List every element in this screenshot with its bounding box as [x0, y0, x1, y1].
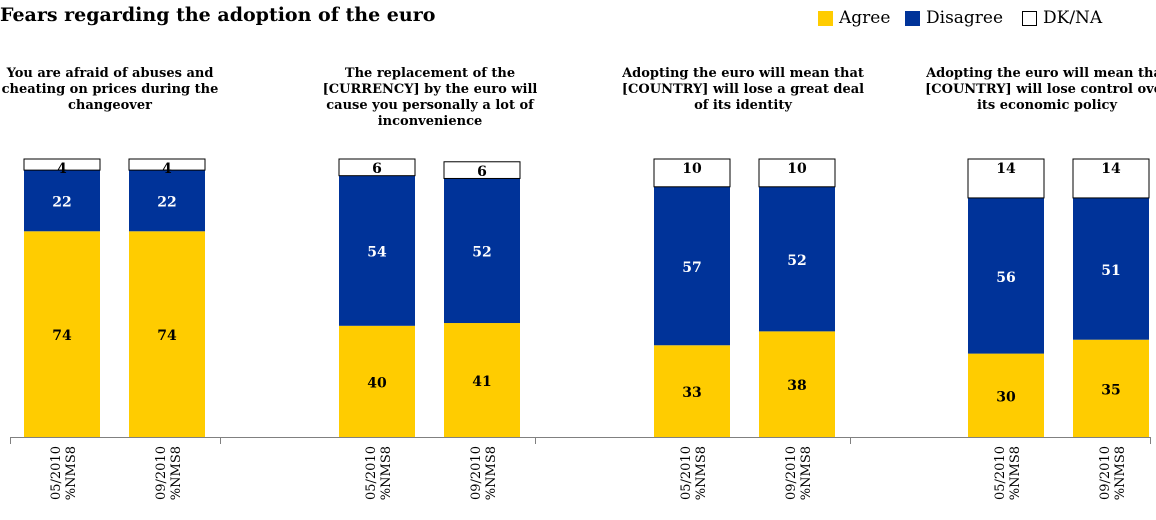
bar-disagree-g2-c1: [339, 175, 415, 326]
x-tick-label-g2-c1: 05/2010%NMS8: [364, 446, 394, 500]
x-tick-label-g2-c2: 09/2010%NMS8: [469, 446, 499, 500]
data-label-dkna-g1-c1: 4: [57, 161, 67, 177]
legend-label-dkna: DK/NA: [1043, 8, 1103, 28]
data-label-agree-g3-c1: 33: [682, 385, 701, 401]
x-tick-label-g3-c2: 09/2010%NMS8: [784, 446, 814, 500]
bar-disagree-g1-c2: [129, 170, 205, 232]
data-label-agree-g2-c2: 41: [472, 374, 491, 390]
data-label-disagree-g4-c1: 56: [996, 270, 1015, 286]
legend-swatch-disagree: [905, 10, 920, 26]
x-tick-label-g3-c1: 05/2010%NMS8: [679, 446, 709, 500]
legend-label-disagree: Disagree: [926, 8, 1004, 28]
data-label-agree-g2-c1: 40: [367, 375, 387, 391]
legend-swatch-dkna: [1022, 10, 1037, 26]
bar-dkna-g2-c1: [338, 158, 416, 177]
data-label-dkna-g3-c2: 10: [787, 161, 807, 177]
bar-disagree-g2-c2: [444, 178, 520, 324]
chart-title: Fears regarding the adoption of the euro: [0, 4, 436, 26]
data-label-dkna-g1-c2: 4: [162, 161, 172, 177]
data-label-agree-g4-c2: 35: [1101, 382, 1120, 398]
group-title-2: The replacement of the [CURRENCY] by the…: [322, 66, 538, 129]
data-label-disagree-g2-c1: 54: [367, 245, 387, 261]
bar-agree-g4-c1: [968, 353, 1044, 437]
data-label-disagree-g2-c2: 52: [472, 245, 491, 261]
group-title-4: Adopting the euro will mean that [COUNTR…: [925, 66, 1156, 113]
x-tick-label-g4-c2: 09/2010%NMS8: [1098, 446, 1128, 500]
bar-dkna-g3-c2: [758, 158, 836, 188]
data-label-agree-g4-c1: 30: [996, 389, 1016, 405]
bar-disagree-g4-c2: [1073, 197, 1149, 340]
data-label-agree-g1-c2: 74: [157, 328, 177, 344]
bar-dkna-g2-c2: [443, 161, 521, 179]
x-tick-label-g1-c1: 05/2010%NMS8: [49, 446, 79, 500]
bar-agree-g2-c2: [444, 323, 520, 437]
data-label-dkna-g3-c1: 10: [682, 161, 702, 177]
bar-agree-g1-c1: [24, 231, 100, 437]
data-label-dkna-g4-c1: 14: [996, 161, 1016, 177]
bar-dkna-g1-c1: [23, 158, 101, 171]
bar-disagree-g3-c1: [654, 186, 730, 346]
bar-disagree-g3-c2: [759, 186, 835, 332]
bar-agree-g3-c1: [654, 345, 730, 437]
data-label-disagree-g4-c2: 51: [1101, 263, 1120, 279]
legend-item-agree: Agree: [818, 8, 890, 28]
bar-dkna-g4-c2: [1072, 158, 1150, 199]
data-label-disagree-g3-c2: 52: [787, 253, 806, 269]
group-title-3: Adopting the euro will mean that [COUNTR…: [621, 66, 865, 113]
bar-agree-g2-c1: [339, 325, 415, 437]
group-title-1: You are afraid of abuses and cheating on…: [1, 66, 219, 113]
bar-dkna-g1-c2: [128, 158, 206, 171]
bar-dkna-g3-c1: [653, 158, 731, 188]
data-label-disagree-g3-c1: 57: [682, 260, 701, 276]
legend-item-dkna: DK/NA: [1022, 8, 1102, 28]
bar-agree-g4-c2: [1073, 339, 1149, 437]
data-label-agree-g1-c1: 74: [52, 328, 72, 344]
bar-disagree-g1-c1: [24, 170, 100, 232]
bar-agree-g3-c2: [759, 331, 835, 437]
legend-swatch-agree: [818, 10, 833, 26]
data-label-dkna-g2-c2: 6: [477, 164, 487, 180]
bar-disagree-g4-c1: [968, 197, 1044, 354]
data-label-agree-g3-c2: 38: [787, 378, 806, 394]
data-label-disagree-g1-c2: 22: [157, 195, 176, 211]
x-tick-label-g1-c2: 09/2010%NMS8: [154, 446, 184, 500]
x-tick-label-g4-c1: 05/2010%NMS8: [993, 446, 1023, 500]
data-label-dkna-g4-c2: 14: [1101, 161, 1121, 177]
data-label-disagree-g1-c1: 22: [52, 195, 71, 211]
bar-agree-g1-c2: [129, 231, 205, 437]
data-label-dkna-g2-c1: 6: [372, 161, 382, 177]
legend-label-agree: Agree: [839, 8, 891, 28]
legend-item-disagree: Disagree: [905, 8, 1003, 28]
bar-dkna-g4-c1: [967, 158, 1045, 199]
